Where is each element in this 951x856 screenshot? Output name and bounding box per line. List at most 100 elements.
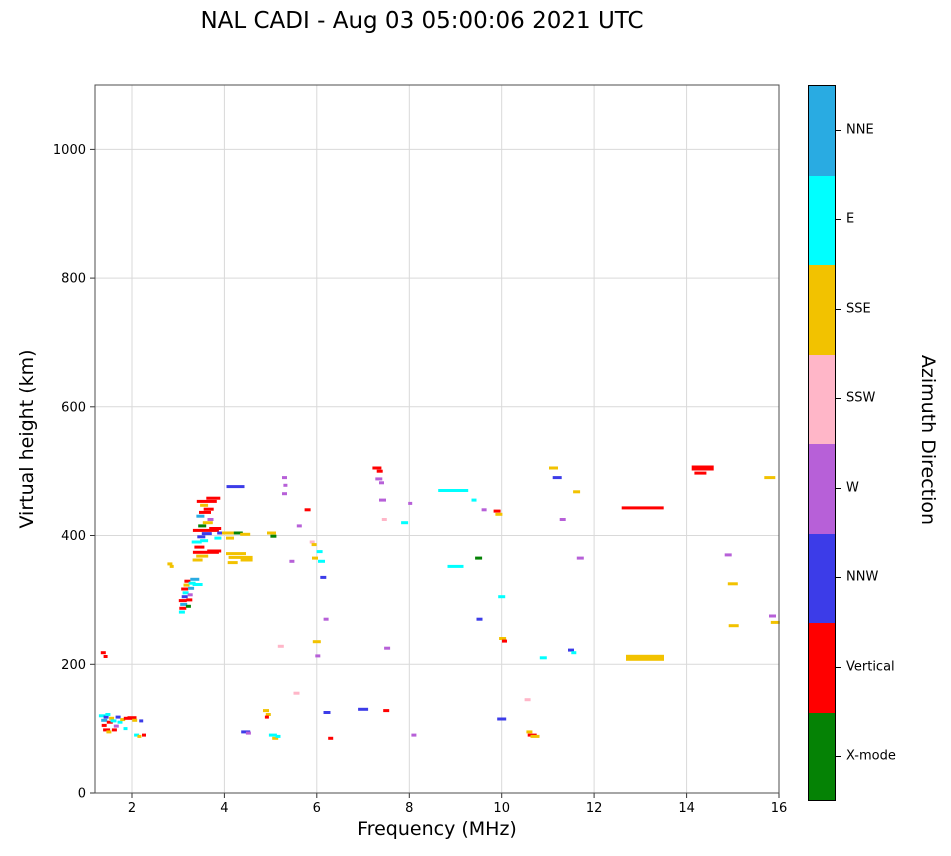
echo-point (196, 554, 209, 558)
echo-point (198, 524, 207, 528)
echo-point (196, 514, 205, 518)
colorbar-band-vertical (809, 623, 835, 714)
echo-point (626, 654, 664, 661)
echo-point (101, 718, 108, 722)
colorbar-tick (836, 219, 841, 221)
x-tick-label: 10 (493, 801, 510, 816)
echo-point (447, 564, 464, 568)
y-tick-label: 200 (61, 658, 86, 673)
echo-point (621, 506, 664, 510)
echo-point (573, 490, 581, 494)
colorbar-band-sse (809, 265, 835, 356)
x-tick-label: 16 (771, 801, 788, 816)
echo-point (309, 540, 315, 544)
echo-point (123, 727, 128, 731)
echo-point (106, 720, 113, 724)
colorbar-tick (836, 398, 841, 400)
echo-point (203, 507, 214, 511)
echo-point (552, 476, 562, 480)
echo-point (571, 651, 577, 655)
echo-point (764, 476, 776, 480)
echo-point (181, 595, 188, 599)
axis-ticks: 2 4 6 8 10 12 14 16 0 200 400 600 800 1000 (53, 143, 787, 816)
echo-point (226, 536, 234, 540)
echo-point (181, 587, 189, 591)
echo-point (576, 556, 584, 560)
echo-point (110, 719, 117, 723)
echo-point (222, 531, 236, 535)
echo-point (769, 614, 776, 618)
echo-point (120, 718, 126, 722)
echo-point (194, 545, 205, 549)
echo-point (264, 715, 269, 719)
x-tick-label: 12 (586, 801, 603, 816)
echo-point (184, 579, 191, 583)
colorbar-band-nne (809, 86, 835, 177)
echo-point (199, 510, 211, 514)
echo-point (323, 617, 329, 621)
echo-point (207, 518, 214, 521)
echo-point (192, 558, 203, 562)
colorbar-tick (836, 666, 841, 668)
colorbar-title: Azimuth Direction (917, 354, 939, 526)
echo-point (268, 733, 277, 737)
echo-point (178, 599, 187, 603)
colorbar-tick (836, 577, 841, 579)
echo-point (192, 550, 219, 554)
colorbar-band-x-mode (809, 712, 835, 800)
echo-point (179, 606, 187, 610)
azimuth-colorbar (808, 85, 836, 801)
colorbar-category-label: Vertical (846, 659, 895, 675)
y-tick-label: 0 (78, 787, 86, 802)
echo-point (265, 713, 271, 716)
chart-title: NAL CADI - Aug 03 05:00:06 2021 UTC (200, 8, 644, 34)
x-tick-label: 2 (128, 801, 136, 816)
echo-point (139, 719, 144, 723)
echo-point (182, 591, 189, 595)
echo-point (115, 715, 121, 719)
x-tick-label: 8 (405, 801, 413, 816)
echo-point (275, 734, 281, 738)
y-tick-label: 600 (61, 400, 86, 415)
echo-point (289, 559, 295, 563)
echo-point (201, 532, 212, 536)
echo-point (498, 595, 506, 599)
colorbar-band-e (809, 175, 835, 266)
echo-point (226, 552, 246, 556)
echo-point (207, 549, 222, 553)
echo-point (312, 640, 321, 644)
echo-point (408, 501, 413, 505)
echo-point (209, 527, 222, 530)
echo-point (384, 646, 391, 650)
echo-point (192, 528, 219, 532)
echo-point (530, 734, 540, 738)
echo-point (241, 730, 251, 734)
echo-point (401, 521, 409, 525)
plot-frame (94, 84, 780, 794)
echo-point (383, 709, 390, 713)
echo-point (304, 508, 311, 512)
echo-points (98, 465, 780, 740)
echo-point (197, 535, 206, 539)
echo-point (200, 539, 209, 543)
x-tick-label: 6 (313, 801, 321, 816)
echo-point (559, 518, 566, 521)
echo-point (106, 730, 112, 734)
x-tick-label: 14 (678, 801, 695, 816)
echo-point (323, 711, 331, 714)
echo-point (180, 602, 188, 606)
echo-point (381, 518, 387, 521)
echo-point (694, 471, 707, 475)
echo-point (475, 556, 483, 560)
y-axis-label: Virtual height (km) (16, 349, 38, 529)
echo-point (186, 598, 193, 602)
echo-point (117, 720, 123, 724)
echo-point (471, 498, 477, 502)
echo-point (283, 483, 288, 487)
colorbar-category-label: X-mode (846, 748, 896, 764)
echo-point (267, 531, 276, 535)
echo-point (134, 733, 140, 737)
echo-point (214, 536, 222, 540)
echo-point (103, 715, 109, 719)
echo-point (495, 512, 503, 516)
